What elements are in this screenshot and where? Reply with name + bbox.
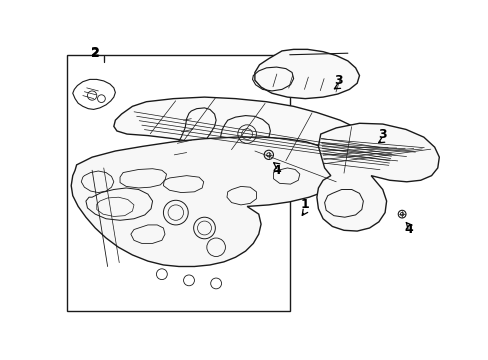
Polygon shape bbox=[114, 97, 393, 176]
Polygon shape bbox=[316, 123, 438, 231]
Text: 2: 2 bbox=[91, 46, 100, 59]
Text: 1: 1 bbox=[300, 198, 309, 211]
Text: 4: 4 bbox=[403, 223, 412, 236]
Text: 3: 3 bbox=[378, 127, 386, 140]
Text: 2: 2 bbox=[91, 47, 100, 60]
Text: 4: 4 bbox=[272, 164, 281, 177]
Bar bbox=[67, 55, 289, 311]
Polygon shape bbox=[71, 137, 346, 266]
Text: 3: 3 bbox=[334, 74, 342, 87]
Polygon shape bbox=[254, 49, 359, 99]
